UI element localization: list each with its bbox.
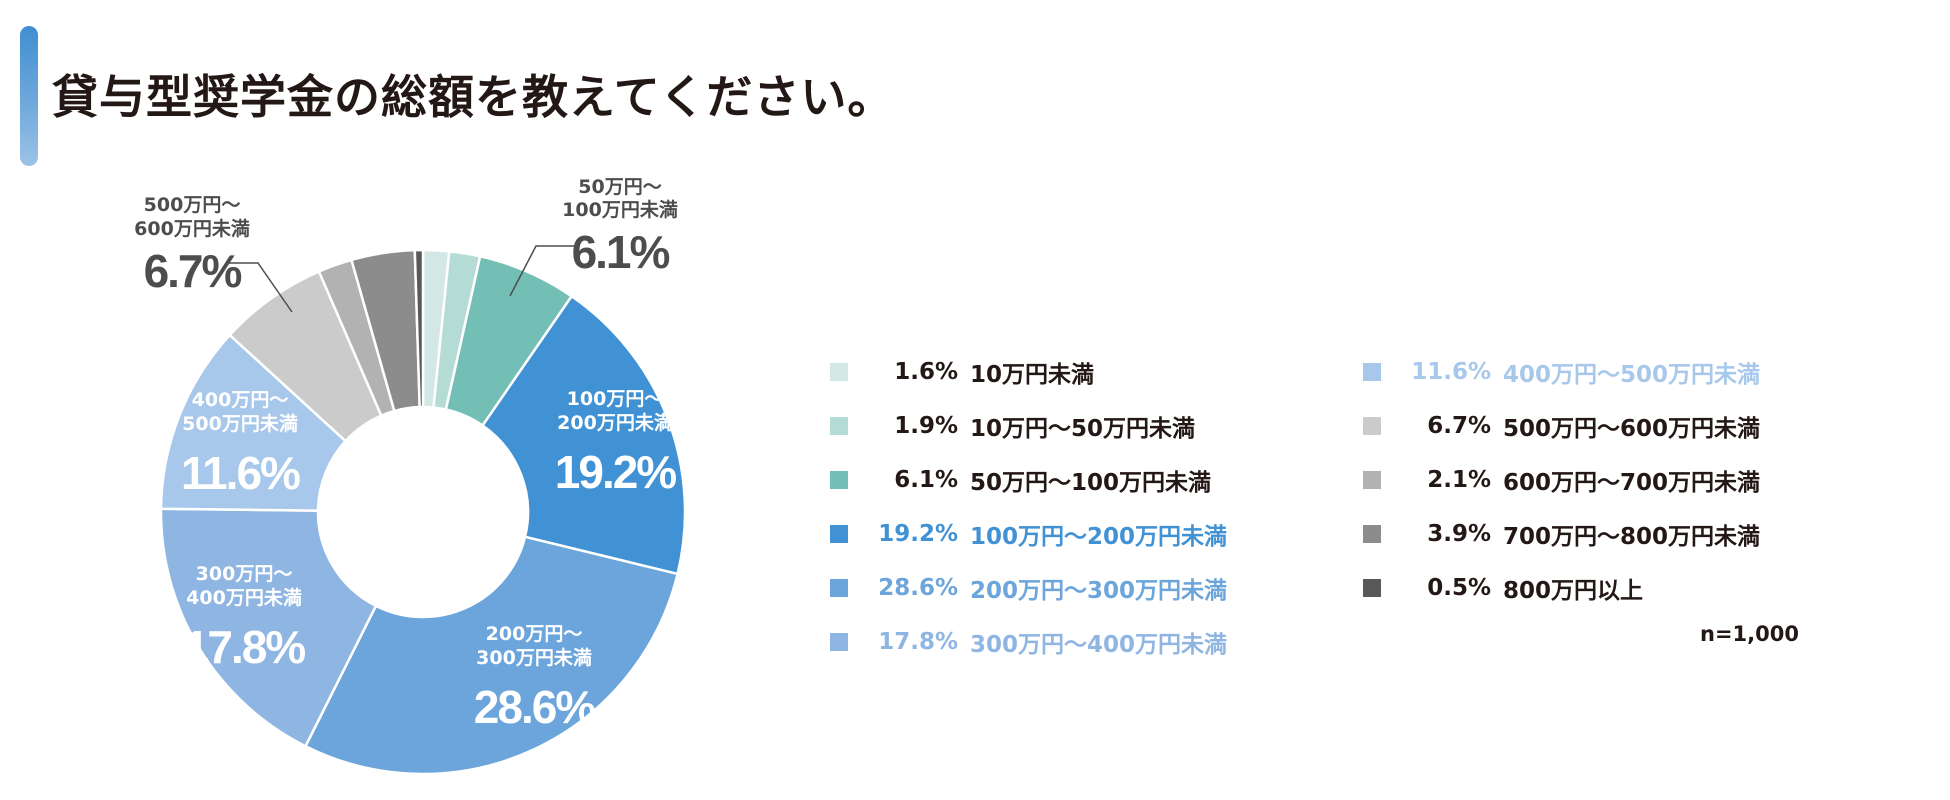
slice-label-5: 300万円〜400万円未満 17.8% [184,563,308,673]
slice-label-range-start: 300万円〜 [196,563,293,585]
legend-swatch [830,633,848,651]
slice-label-7: 500万円〜600万円未満 6.7% [134,194,250,297]
legend-label: 800万円以上 [1503,578,1644,604]
legend-percent: 11.6% [1411,359,1491,385]
legend-percent: 28.6% [878,575,958,601]
legend-column-right: 11.6% 400万円〜500万円未満 6.7% 500万円〜600万円未満 2.1% 6… [1363,345,1760,615]
legend-label: 50万円〜100万円未満 [970,470,1212,496]
legend-percent: 17.8% [878,629,958,655]
legend-percent: 3.9% [1427,521,1491,547]
slice-label-range-start: 500万円〜 [144,194,241,216]
legend-swatch [830,525,848,543]
slice-6 [159,333,348,512]
legend-label: 500万円〜600万円未満 [1503,416,1761,442]
page-title: 貸与型奨学金の総額を教えてください。 [52,70,895,124]
legend-item-1: 1.9% 10万円〜50万円未満 [830,399,1227,453]
legend-item-10: 0.5% 800万円以上 [1363,561,1760,615]
legend-swatch [830,471,848,489]
legend-item-3: 19.2% 100万円〜200万円未満 [830,507,1227,561]
legend-item-8: 2.1% 600万円〜700万円未満 [1363,453,1760,507]
legend-percent: 19.2% [878,521,958,547]
slice-label-range-end: 400万円未満 [186,586,302,609]
legend-swatch [830,579,848,597]
slice-4 [303,535,680,776]
legend-swatch [1363,417,1381,435]
legend-item-4: 28.6% 200万円〜300万円未満 [830,561,1227,615]
slice-10 [413,248,425,409]
legend-swatch [1363,363,1381,381]
legend-label: 600万円〜700万円未満 [1503,470,1761,496]
slice-label-value: 28.6% [474,681,596,733]
legend-item-7: 6.7% 500万円〜600万円未満 [1363,399,1760,453]
slice-label-value: 11.6% [181,447,300,499]
legend-item-0: 1.6% 10万円未満 [830,345,1227,399]
slice-label-range-end: 300万円未満 [476,646,592,669]
leader-line-slice-7 [228,262,293,313]
legend-swatch [1363,579,1381,597]
legend-percent: 1.9% [894,413,958,439]
legend-column-left: 1.6% 10万円未満 1.9% 10万円〜50万円未満 6.1% 50万円〜100万円未… [830,345,1227,669]
slice-label-2: 50万円〜100万円未満 6.1% [562,176,678,278]
slice-label-value: 6.7% [144,245,242,297]
title-accent-bar [20,26,38,166]
legend-swatch [830,417,848,435]
legend-percent: 6.1% [894,467,958,493]
legend-item-2: 6.1% 50万円〜100万円未満 [830,453,1227,507]
legend-swatch [1363,471,1381,489]
legend-percent: 0.5% [1427,575,1491,601]
slice-label-range-end: 100万円未満 [562,198,678,221]
slice-label-6: 400万円〜500万円未満 11.6% [181,389,302,499]
slice-label-range-start: 100万円〜 [567,388,664,410]
legend-label: 100万円〜200万円未満 [970,524,1228,550]
legend-swatch [1363,525,1381,543]
legend-label: 10万円未満 [970,362,1095,388]
legend-label: 200万円〜300万円未満 [970,578,1228,604]
legend-label: 10万円〜50万円未満 [970,416,1196,442]
slice-label-value: 19.2% [555,446,677,498]
sample-size-note: n=1,000 [1700,622,1799,646]
slice-label-value: 6.1% [572,226,670,278]
legend-percent: 1.6% [894,359,958,385]
slice-label-3: 100万円〜200万円未満 19.2% [555,388,679,498]
legend-item-9: 3.9% 700万円〜800万円未満 [1363,507,1760,561]
slice-label-range-end: 200万円未満 [557,411,673,434]
legend-item-6: 11.6% 400万円〜500万円未満 [1363,345,1760,399]
slice-label-range-end: 500万円未満 [182,412,298,435]
slice-label-range-start: 50万円〜 [578,176,661,198]
slice-3 [480,294,687,576]
legend-swatch [830,363,848,381]
legend-label: 400万円〜500万円未満 [1503,362,1761,388]
slice-5 [159,507,378,748]
slice-label-range-end: 600万円未満 [134,217,250,240]
legend-percent: 2.1% [1427,467,1491,493]
slice-label-range-start: 400万円〜 [192,389,289,411]
legend-percent: 6.7% [1427,413,1491,439]
slice-label-value: 17.8% [184,621,306,673]
slice-label-range-start: 200万円〜 [486,623,583,645]
legend-item-5: 17.8% 300万円〜400万円未満 [830,615,1227,669]
legend-label: 300万円〜400万円未満 [970,632,1228,658]
leader-line-slice-2 [509,245,575,297]
slice-label-4: 200万円〜300万円未満 28.6% [474,623,598,733]
legend-label: 700万円〜800万円未満 [1503,524,1761,550]
